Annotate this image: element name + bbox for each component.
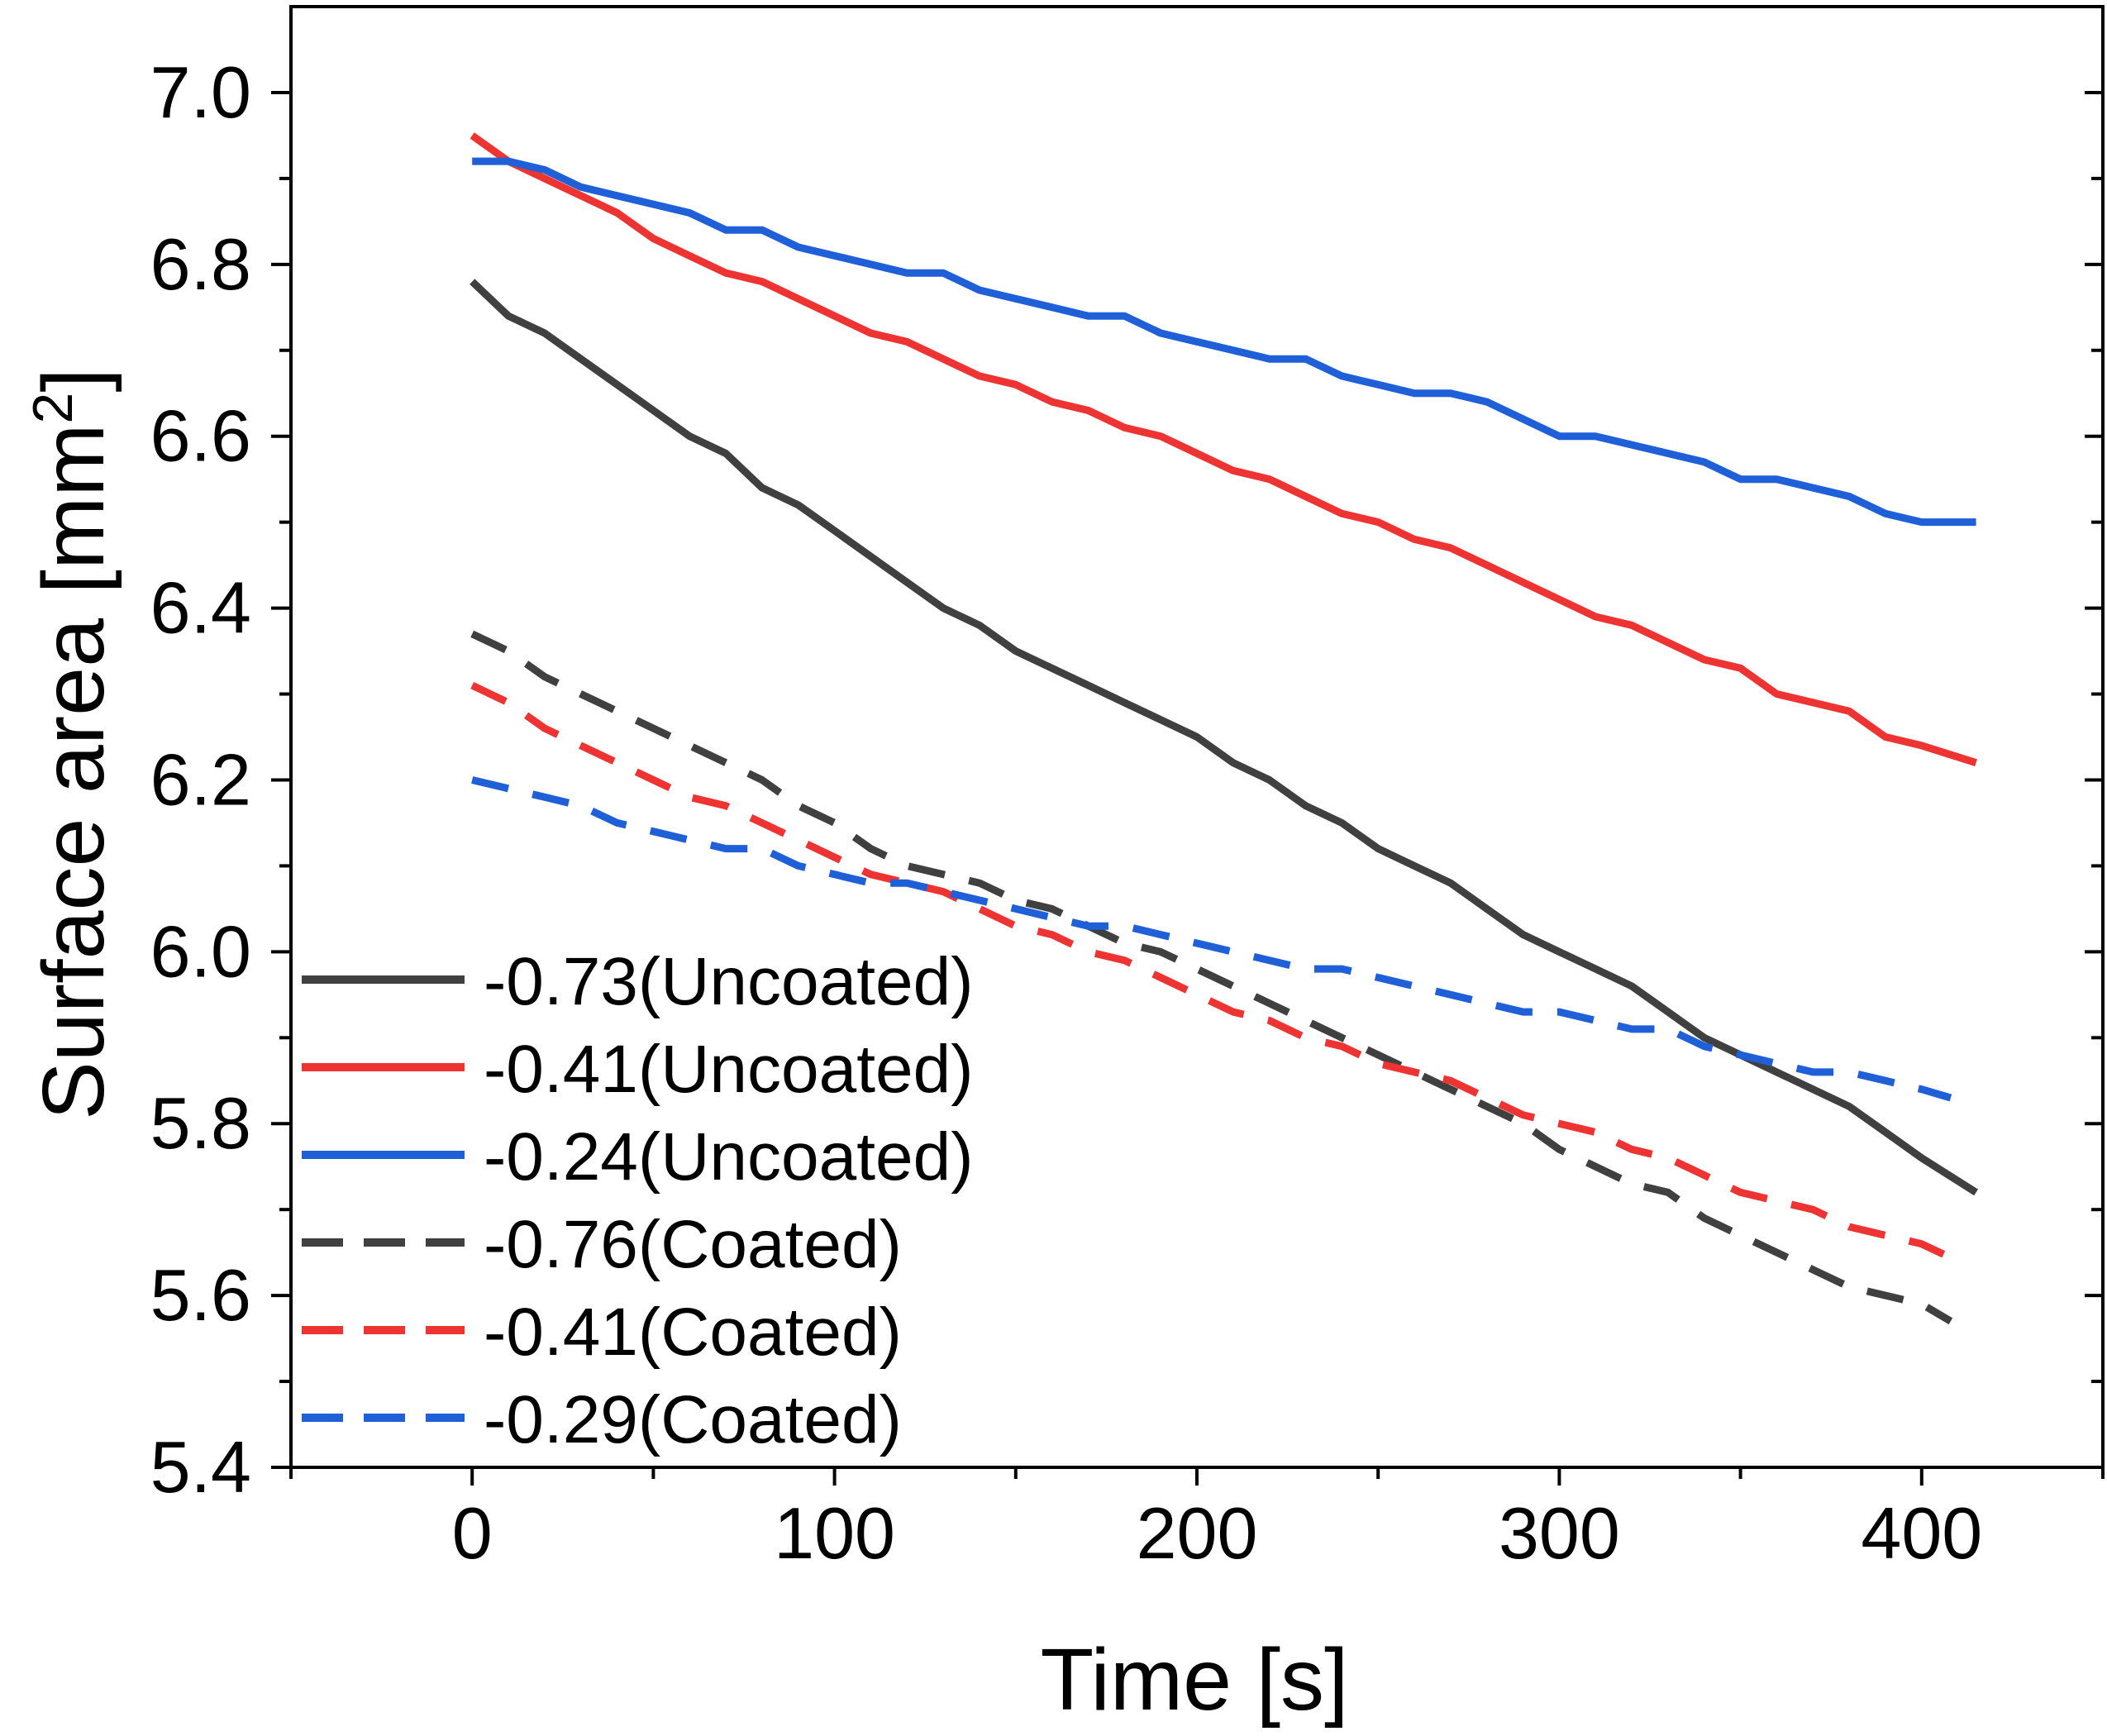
x-axis-title: Time [s] [1041, 1631, 1349, 1729]
series-line-4 [470, 630, 1953, 1325]
x-tick-label: 200 [1137, 1492, 1258, 1574]
y-axis-title: Surface area [mm2] [21, 368, 122, 1120]
y-axis-title-superscript: 2 [21, 393, 84, 424]
series-line-6 [471, 776, 1952, 1102]
x-tick-label: 100 [774, 1492, 895, 1574]
y-tick-label: 5.8 [150, 1082, 251, 1164]
legend-label-1: -0.73(Uncoated) [484, 944, 974, 1019]
series [470, 132, 1979, 1325]
y-tick-label: 5.4 [150, 1426, 251, 1508]
legend-label-6: -0.29(Coated) [484, 1382, 902, 1457]
y-tick-label: 6.2 [150, 738, 251, 820]
y-axis-title-end: ] [25, 368, 122, 392]
y-tick-label: 6.6 [150, 395, 251, 477]
x-tick-label: 400 [1861, 1492, 1982, 1574]
series-line-2 [470, 132, 1977, 766]
legend: -0.73(Uncoated) -0.41(Uncoated) -0.24(Unco… [302, 944, 974, 1457]
legend-label-2: -0.41(Uncoated) [484, 1032, 974, 1107]
y-tick-label: 6.4 [150, 567, 251, 649]
series-line-3 [472, 157, 1976, 527]
x-tick-label: 300 [1499, 1492, 1620, 1574]
series-line-5 [470, 682, 1960, 1265]
y-axis-title-main: Surface area [mm [25, 423, 122, 1119]
legend-label-5: -0.41(Coated) [484, 1295, 902, 1370]
y-tick-label: 6.0 [150, 910, 251, 992]
legend-label-4: -0.76(Coated) [484, 1207, 902, 1282]
y-tick-label: 5.6 [150, 1254, 251, 1336]
x-tick-label: 0 [452, 1492, 493, 1574]
series-line-1 [470, 279, 1979, 1196]
legend-label-3: -0.24(Uncoated) [484, 1119, 974, 1195]
y-tick-label: 7.0 [150, 51, 251, 133]
y-tick-label: 6.8 [150, 223, 251, 305]
ticks: 0 100 200 300 400 5.4 5.6 5.8 6.0 6.2 6.4 6.6 6.8 7.0 [150, 51, 2105, 1574]
